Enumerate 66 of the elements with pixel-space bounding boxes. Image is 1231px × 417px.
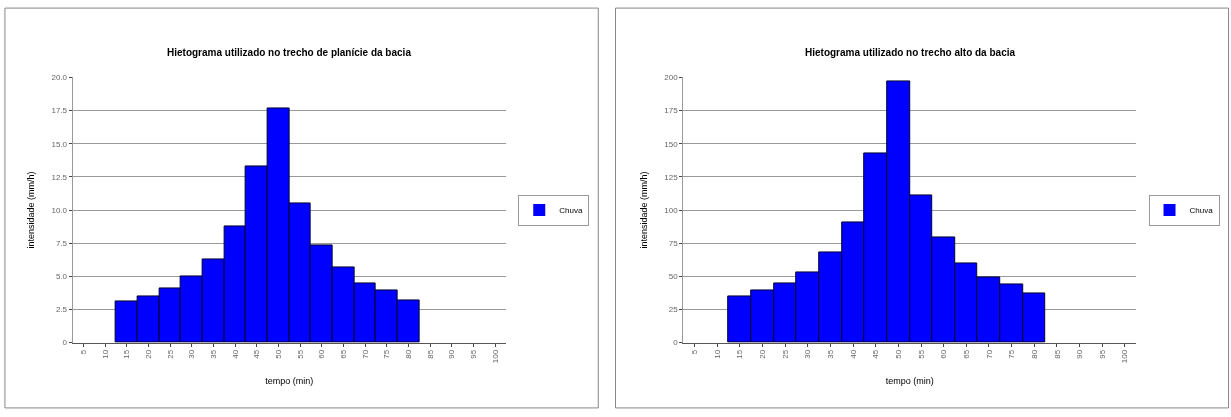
y-tick-label: 12.5: [51, 172, 68, 182]
x-tick-label: 90: [447, 349, 457, 359]
x-tick-label: 35: [826, 349, 836, 359]
x-tick-label: 100: [1120, 349, 1130, 364]
x-tick-label: 85: [425, 349, 435, 359]
x-tick-label: 95: [1097, 349, 1107, 359]
x-tick-label: 40: [848, 349, 858, 359]
x-tick-label: 25: [780, 349, 790, 359]
x-tick-label: 10: [100, 349, 110, 359]
x-tick-label: 50: [274, 349, 284, 359]
chart-title: Hietograma utilizado no trecho de planície da bacia: [167, 47, 412, 58]
x-tick-label: 65: [339, 349, 349, 359]
y-tick-label: 75: [668, 238, 679, 248]
x-tick-label: 95: [469, 349, 479, 359]
x-tick-label: 20: [144, 349, 154, 359]
x-tick-label: 15: [122, 349, 132, 359]
x-tick-label: 5: [690, 349, 700, 355]
x-tick-label: 30: [803, 349, 813, 359]
x-tick-label: 100: [490, 349, 500, 364]
x-tick-label: 35: [209, 349, 219, 359]
x-tick-label: 30: [187, 349, 197, 359]
x-tick-label: 60: [317, 349, 327, 359]
y-tick-label: 2.5: [55, 305, 68, 315]
y-tick-label: 200: [664, 73, 679, 83]
y-axis-title: intensidade (mm/h): [638, 171, 649, 249]
y-tick-label: 17.5: [51, 106, 68, 116]
y-tick-label: 100: [664, 205, 679, 215]
y-tick-label: 5.0: [55, 272, 68, 282]
y-tick-label: 50: [668, 272, 679, 282]
x-tick-label: 55: [916, 349, 926, 359]
y-tick-label: 0: [673, 338, 679, 348]
x-tick-label: 60: [939, 349, 949, 359]
x-tick-label: 55: [295, 349, 305, 359]
x-tick-label: 70: [360, 349, 370, 359]
x-tick-label: 75: [382, 349, 392, 359]
x-tick-label: 50: [893, 349, 903, 359]
x-tick-label: 85: [1052, 349, 1062, 359]
x-tick-label: 80: [1029, 349, 1039, 359]
chart-title: Hietograma utilizado no trecho alto da bacia: [805, 47, 1016, 58]
y-tick-label: 175: [664, 106, 679, 116]
y-tick-label: 125: [664, 172, 679, 182]
x-tick-label: 45: [252, 349, 262, 359]
y-axis-title: intensidade (mm/h): [25, 171, 36, 249]
y-tick-label: 25: [668, 305, 679, 315]
x-tick-label: 45: [871, 349, 881, 359]
x-tick-label: 75: [1007, 349, 1017, 359]
x-tick-label: 40: [230, 349, 240, 359]
x-tick-label: 15: [735, 349, 745, 359]
x-tick-label: 70: [984, 349, 994, 359]
x-tick-label: 90: [1075, 349, 1085, 359]
x-tick-label: 80: [404, 349, 414, 359]
y-tick-label: 20.0: [51, 73, 68, 83]
x-tick-label: 5: [79, 349, 89, 355]
y-tick-label: 7.5: [55, 238, 68, 248]
legend-label: Chuva: [1189, 206, 1214, 216]
y-tick-label: 150: [664, 139, 679, 149]
y-tick-label: 0: [62, 338, 68, 348]
y-tick-label: 10.0: [51, 205, 68, 215]
x-axis-title: tempo (min): [885, 376, 934, 386]
legend-label: Chuva: [559, 206, 583, 216]
x-tick-label: 25: [165, 349, 175, 359]
x-tick-label: 20: [758, 349, 768, 359]
x-axis-title: tempo (min): [265, 376, 314, 386]
y-tick-label: 15.0: [51, 139, 68, 149]
x-tick-label: 10: [712, 349, 722, 359]
x-tick-label: 65: [961, 349, 971, 359]
